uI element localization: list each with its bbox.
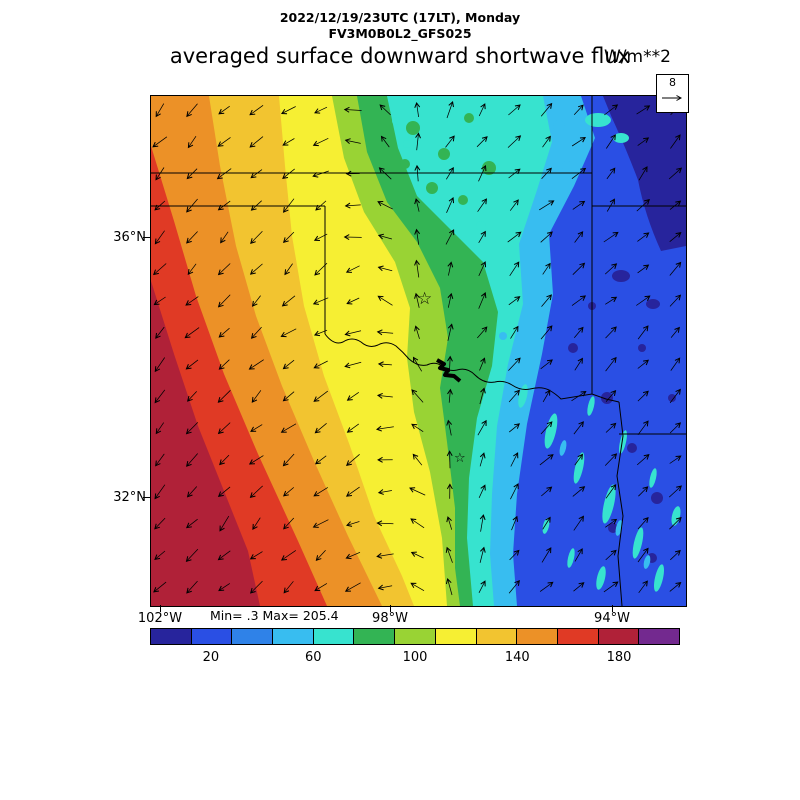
colorbar-tick-label: 60 bbox=[304, 650, 322, 665]
colorbar-tick-label: 20 bbox=[202, 650, 220, 665]
lon-tick-102w bbox=[160, 605, 161, 612]
colorbar-segment bbox=[476, 629, 518, 644]
lon-label-102w: 102°W bbox=[137, 611, 183, 626]
colorbar-segment bbox=[232, 629, 274, 644]
colorbar-segment bbox=[151, 629, 192, 644]
flux-field bbox=[151, 96, 686, 606]
city-star-1: ☆ bbox=[417, 289, 432, 309]
colorbar bbox=[150, 628, 680, 645]
lat-label-32n: 32°N bbox=[113, 490, 146, 505]
lat-tick-32n bbox=[143, 497, 150, 498]
minmax-stats: Min= .3 Max= 205.4 bbox=[210, 608, 339, 623]
plot-title: averaged surface downward shortwave flux bbox=[169, 44, 631, 68]
datetime-heading: 2022/12/19/23UTC (17LT), Monday bbox=[279, 10, 521, 25]
colorbar-segment bbox=[273, 629, 314, 644]
colorbar-segment bbox=[598, 629, 640, 644]
colorbar-tick-label: 100 bbox=[402, 650, 428, 665]
colorbar-tick-label: 180 bbox=[606, 650, 632, 665]
lon-label-94w: 94°W bbox=[594, 611, 630, 626]
lon-label-98w: 98°W bbox=[372, 611, 408, 626]
field-darkred bbox=[151, 281, 260, 606]
units-label: W/m**2 bbox=[604, 47, 671, 67]
lake-texoma bbox=[436, 358, 462, 383]
wind-reference-value: 8 bbox=[669, 76, 676, 89]
lat-tick-36n bbox=[143, 237, 150, 238]
field-speckles bbox=[392, 113, 681, 592]
map-area: ☆ ☆ bbox=[150, 95, 687, 607]
colorbar-tick-label: 140 bbox=[504, 650, 530, 665]
model-heading: FV3M0B0L2_GFS025 bbox=[328, 26, 472, 41]
flux-map: ☆ ☆ bbox=[151, 96, 686, 606]
colorbar-labels: 20 60 100 140 180 bbox=[150, 650, 680, 666]
colorbar-segment bbox=[517, 629, 558, 644]
wind-vector-field bbox=[152, 101, 683, 596]
colorbar-segment bbox=[191, 629, 233, 644]
lon-tick-98w bbox=[390, 605, 391, 612]
texas-louisiana-border bbox=[616, 401, 624, 606]
colorbar-segment bbox=[354, 629, 396, 644]
wind-reference-box: 8 bbox=[656, 74, 689, 113]
colorbar-segment bbox=[639, 629, 679, 644]
colorbar-segment bbox=[313, 629, 355, 644]
colorbar-segment bbox=[435, 629, 477, 644]
lat-label-36n: 36°N bbox=[113, 230, 146, 245]
colorbar-segment bbox=[557, 629, 599, 644]
wind-reference-arrow-icon bbox=[662, 95, 683, 101]
lon-tick-94w bbox=[612, 605, 613, 612]
city-star-2: ☆ bbox=[454, 451, 466, 466]
colorbar-segment bbox=[395, 629, 436, 644]
